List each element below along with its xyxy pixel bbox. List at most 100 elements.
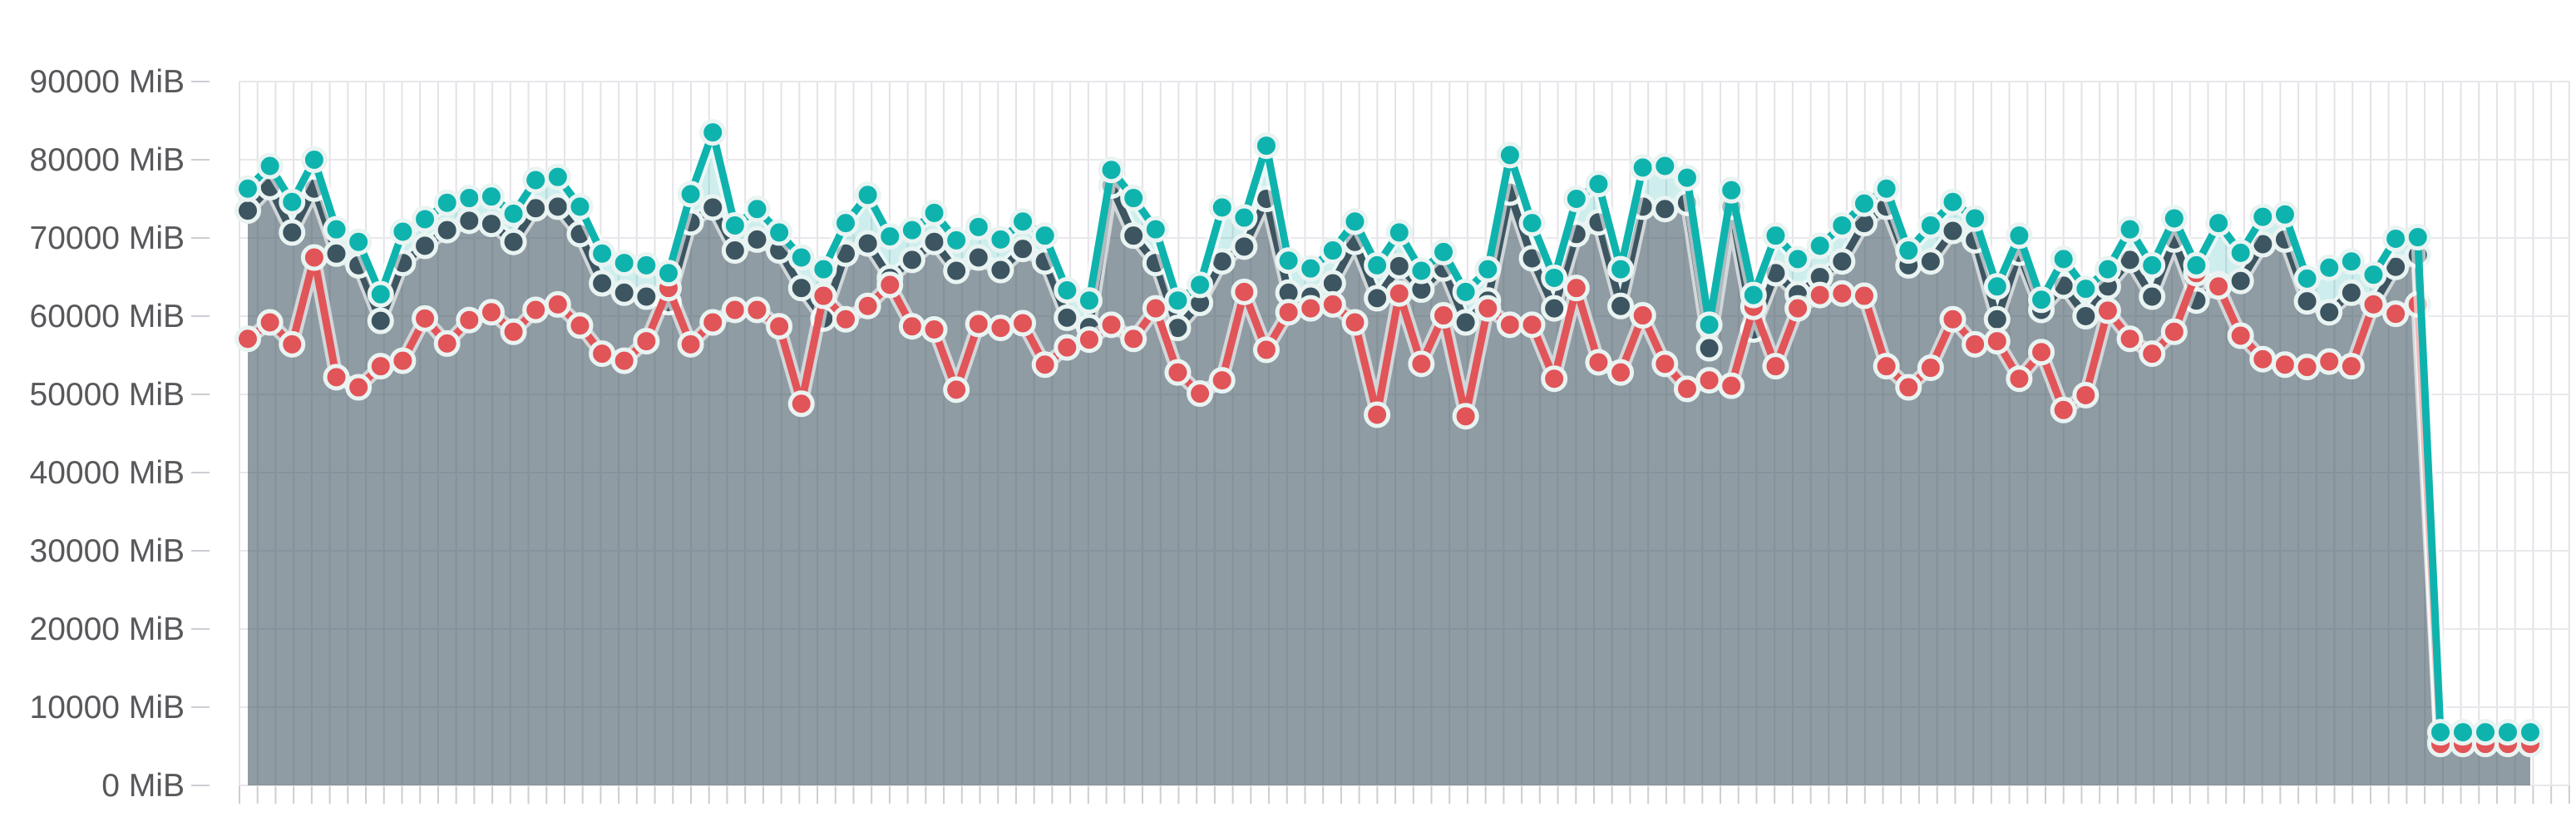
red-data-point[interactable] — [2360, 290, 2387, 318]
teal-data-point[interactable] — [1895, 237, 1922, 265]
slate-data-point[interactable] — [1607, 292, 1635, 319]
teal-data-point[interactable] — [1231, 204, 1258, 231]
teal-data-point[interactable] — [1917, 211, 1944, 239]
slate-data-point[interactable] — [2227, 267, 2254, 295]
slate-data-point[interactable] — [787, 275, 815, 302]
slate-data-point[interactable] — [2293, 288, 2321, 315]
red-data-point[interactable] — [1098, 311, 1125, 339]
teal-data-point[interactable] — [1939, 188, 1967, 215]
red-data-point[interactable] — [1585, 349, 1612, 376]
teal-data-point[interactable] — [412, 206, 439, 233]
red-data-point[interactable] — [1518, 311, 1546, 339]
teal-data-point[interactable] — [2517, 719, 2544, 746]
red-data-point[interactable] — [456, 306, 483, 334]
red-data-point[interactable] — [1474, 295, 1502, 322]
teal-data-point[interactable] — [256, 152, 284, 180]
slate-data-point[interactable] — [1939, 217, 1967, 245]
slate-data-point[interactable] — [323, 240, 350, 267]
red-data-point[interactable] — [2382, 300, 2410, 328]
slate-data-point[interactable] — [1828, 248, 1856, 275]
red-data-point[interactable] — [1031, 351, 1059, 379]
red-data-point[interactable] — [1828, 280, 1856, 307]
teal-data-point[interactable] — [300, 146, 328, 173]
red-data-point[interactable] — [1252, 336, 1280, 364]
teal-data-point[interactable] — [2427, 719, 2454, 746]
slate-data-point[interactable] — [965, 244, 992, 271]
slate-data-point[interactable] — [898, 246, 925, 274]
red-data-point[interactable] — [2293, 354, 2321, 381]
teal-data-point[interactable] — [920, 199, 948, 226]
slate-data-point[interactable] — [500, 228, 527, 255]
teal-data-point[interactable] — [677, 181, 704, 208]
slate-data-point[interactable] — [1651, 196, 1679, 223]
red-data-point[interactable] — [810, 282, 837, 309]
red-data-point[interactable] — [1917, 354, 1944, 382]
red-data-point[interactable] — [589, 340, 616, 368]
red-data-point[interactable] — [832, 305, 860, 333]
teal-data-point[interactable] — [810, 255, 837, 283]
red-data-point[interactable] — [300, 244, 328, 271]
red-data-point[interactable] — [1562, 275, 1590, 302]
teal-data-point[interactable] — [1408, 257, 1435, 285]
teal-data-point[interactable] — [987, 225, 1014, 253]
teal-data-point[interactable] — [1873, 175, 1900, 202]
slate-data-point[interactable] — [987, 256, 1014, 284]
red-data-point[interactable] — [1364, 401, 1391, 428]
teal-data-point[interactable] — [898, 216, 925, 244]
slate-data-point[interactable] — [743, 225, 771, 253]
red-data-point[interactable] — [787, 390, 815, 418]
red-data-point[interactable] — [1541, 365, 1568, 393]
red-data-point[interactable] — [1408, 350, 1435, 378]
teal-data-point[interactable] — [610, 250, 638, 277]
red-data-point[interactable] — [2050, 396, 2077, 423]
teal-data-point[interactable] — [500, 200, 527, 227]
teal-data-point[interactable] — [2249, 203, 2277, 230]
teal-data-point[interactable] — [2337, 248, 2365, 275]
teal-data-point[interactable] — [589, 240, 616, 267]
teal-data-point[interactable] — [1673, 164, 1700, 191]
red-data-point[interactable] — [522, 296, 550, 324]
teal-data-point[interactable] — [1962, 205, 1989, 232]
slate-data-point[interactable] — [1009, 235, 1037, 263]
teal-data-point[interactable] — [965, 213, 992, 240]
red-data-point[interactable] — [1385, 280, 1413, 307]
teal-data-point[interactable] — [2116, 215, 2144, 243]
teal-data-point[interactable] — [1054, 276, 1081, 304]
red-data-point[interactable] — [1673, 375, 1700, 403]
slate-data-point[interactable] — [234, 197, 261, 225]
teal-data-point[interactable] — [1208, 194, 1236, 221]
teal-data-point[interactable] — [2495, 719, 2521, 746]
red-data-point[interactable] — [544, 290, 571, 318]
teal-data-point[interactable] — [2293, 265, 2321, 292]
teal-data-point[interactable] — [721, 211, 748, 239]
slate-data-point[interactable] — [412, 232, 439, 260]
teal-data-point[interactable] — [2139, 251, 2166, 279]
teal-data-point[interactable] — [2028, 286, 2055, 314]
teal-data-point[interactable] — [522, 166, 550, 194]
red-data-point[interactable] — [2072, 381, 2100, 409]
teal-data-point[interactable] — [367, 280, 394, 308]
red-data-point[interactable] — [610, 347, 638, 374]
teal-data-point[interactable] — [2316, 254, 2343, 281]
teal-data-point[interactable] — [2271, 201, 2298, 228]
red-data-point[interactable] — [1009, 309, 1037, 337]
teal-data-point[interactable] — [234, 175, 261, 202]
teal-data-point[interactable] — [876, 223, 904, 250]
teal-data-point[interactable] — [2382, 225, 2410, 252]
teal-data-point[interactable] — [456, 185, 483, 212]
red-data-point[interactable] — [1164, 359, 1192, 386]
teal-data-point[interactable] — [2006, 222, 2033, 250]
teal-data-point[interactable] — [1120, 185, 1147, 212]
red-data-point[interactable] — [1452, 403, 1479, 430]
teal-data-point[interactable] — [1651, 152, 1679, 180]
red-data-point[interactable] — [279, 330, 306, 358]
red-data-point[interactable] — [1142, 295, 1169, 322]
teal-data-point[interactable] — [1695, 311, 1723, 339]
teal-data-point[interactable] — [433, 189, 461, 216]
teal-data-point[interactable] — [2183, 251, 2210, 279]
red-data-point[interactable] — [898, 313, 925, 340]
teal-data-point[interactable] — [389, 218, 417, 245]
red-data-point[interactable] — [920, 315, 948, 343]
red-data-point[interactable] — [1319, 290, 1346, 318]
red-data-point[interactable] — [2006, 365, 2033, 393]
